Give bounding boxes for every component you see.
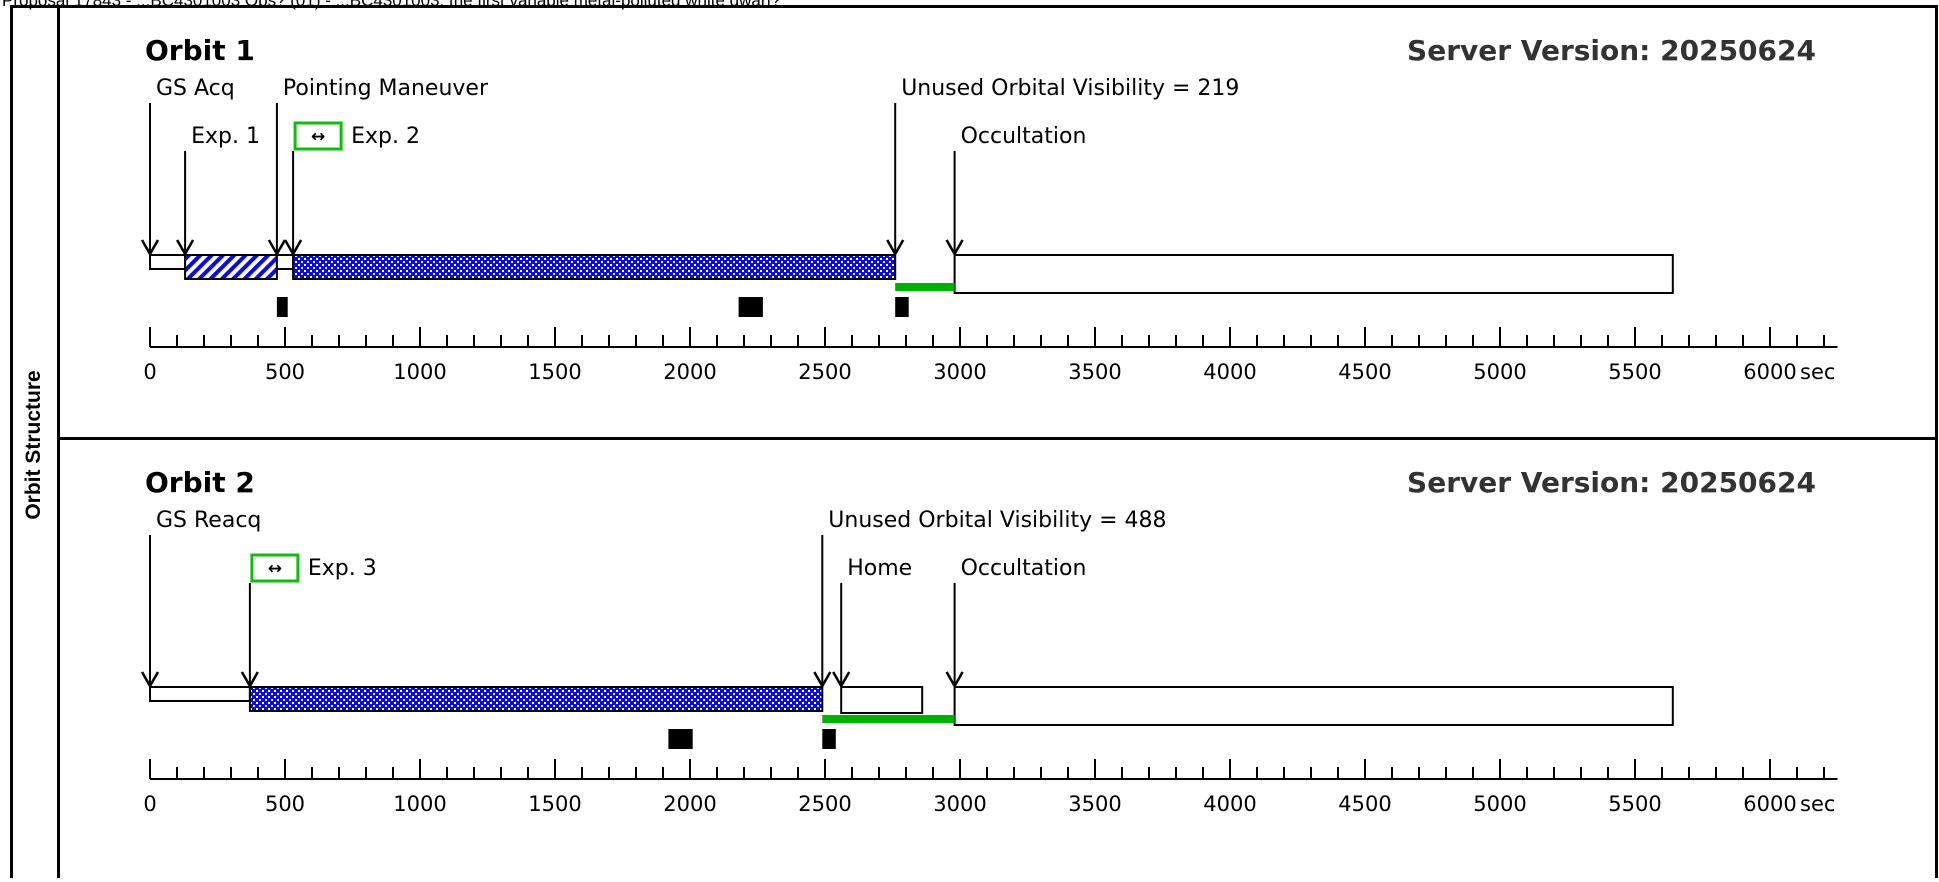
arrow-icon [140,671,160,689]
tick-label: 500 [265,792,305,816]
annotation-label: Unused Orbital Visibility = 488 [828,508,1166,533]
tick-label: 3000 [933,360,986,384]
event-marker [895,297,909,317]
tick-label: 5000 [1473,360,1526,384]
orbit-2-chart: Orbit 2 Server Version: 20250624 GS Reacq U… [140,466,1838,816]
arrow-icon [813,671,832,689]
tick-label: 2000 [663,360,716,384]
dither-icon-frame [250,553,300,583]
tick-label: 2000 [663,792,716,816]
dither-icon-glyph: ↔ [268,559,282,579]
event-marker [738,297,763,317]
annotation-label: Exp. 2 [351,124,420,149]
tick-label: 4000 [1203,360,1256,384]
acquisition-segment [149,254,187,270]
arrow-icon [140,239,160,257]
server-version-label: Server Version: 20250624 [1407,466,1816,499]
dither-icon-glyph: ↔ [311,127,325,147]
acquisition-segment [149,686,251,702]
event-marker [822,729,836,749]
exposure-1-segment [184,254,278,280]
exposure-3-segment [248,686,824,712]
tick-label: 3000 [933,792,986,816]
orbit-1-chart: Orbit 1 Server Version: 20250624 GS Acq Poi… [140,34,1838,384]
occultation-segment [953,254,1674,294]
orbit-2-panel: Orbit 2 Server Version: 20250624 GS Reacq U… [60,440,1938,878]
tick-label: 5000 [1473,792,1526,816]
dither-icon-frame [293,121,343,151]
unused-visibility-bar [822,715,955,723]
tick-label: 0 [143,792,156,816]
arrow-icon [886,239,905,257]
axis-unit-label: sec [1800,360,1835,384]
arrow-icon [945,239,964,257]
axis-unit-label: sec [1800,792,1835,816]
tick-label: 1500 [528,360,581,384]
sidebar: Orbit Structure [10,5,60,878]
annotation-label: Occultation [961,556,1087,581]
tick-label: 3500 [1068,792,1121,816]
tick-label: 5500 [1608,360,1661,384]
orbit-title: Orbit 2 [145,466,255,499]
orbit-title: Orbit 1 [145,34,255,67]
tick-label: 1000 [393,792,446,816]
sidebar-label: Orbit Structure [22,370,45,520]
maneuver-segment [275,254,295,270]
annotation-label: Exp. 1 [191,124,260,149]
annotation-label: Unused Orbital Visibility = 219 [901,76,1239,101]
tick-label: 5500 [1608,792,1661,816]
annotation-label: GS Acq [156,76,235,101]
tick-label: 1000 [393,360,446,384]
tick-label: 3500 [1068,360,1121,384]
tick-label: 6000 [1743,792,1796,816]
home-segment [840,686,924,714]
exposure-2-segment [292,254,897,280]
annotation-label: Exp. 3 [308,556,377,581]
unused-visibility-bar [895,283,955,291]
arrow-icon [945,671,964,689]
dither-icon: ↔ [293,121,343,151]
annotation-label: GS Reacq [156,508,261,533]
tick-label: 2500 [798,792,851,816]
orbit-1-panel: Orbit 1 Server Version: 20250624 GS Acq Poi… [60,8,1938,437]
tick-label: 1500 [528,792,581,816]
arrow-icon [284,239,303,257]
orbit-divider [57,437,1938,440]
tick-label: 6000 [1743,360,1796,384]
orbit-structure-frame [10,5,1938,878]
annotation-label: Home [847,556,912,581]
tick-label: 0 [143,360,156,384]
tick-label: 500 [265,360,305,384]
tick-label: 2500 [798,360,851,384]
tick-label: 4000 [1203,792,1256,816]
occultation-segment [953,686,1674,726]
arrow-icon [832,671,851,689]
event-marker [668,729,693,749]
event-marker [276,297,288,317]
server-version-label: Server Version: 20250624 [1407,34,1816,67]
dither-icon: ↔ [250,553,300,583]
tick-label: 4500 [1338,360,1391,384]
arrow-icon [176,239,195,257]
arrow-icon [267,239,286,257]
annotation-label: Occultation [961,124,1087,149]
arrow-icon [240,671,259,689]
tick-label: 4500 [1338,792,1391,816]
annotation-label: Pointing Maneuver [283,76,489,101]
